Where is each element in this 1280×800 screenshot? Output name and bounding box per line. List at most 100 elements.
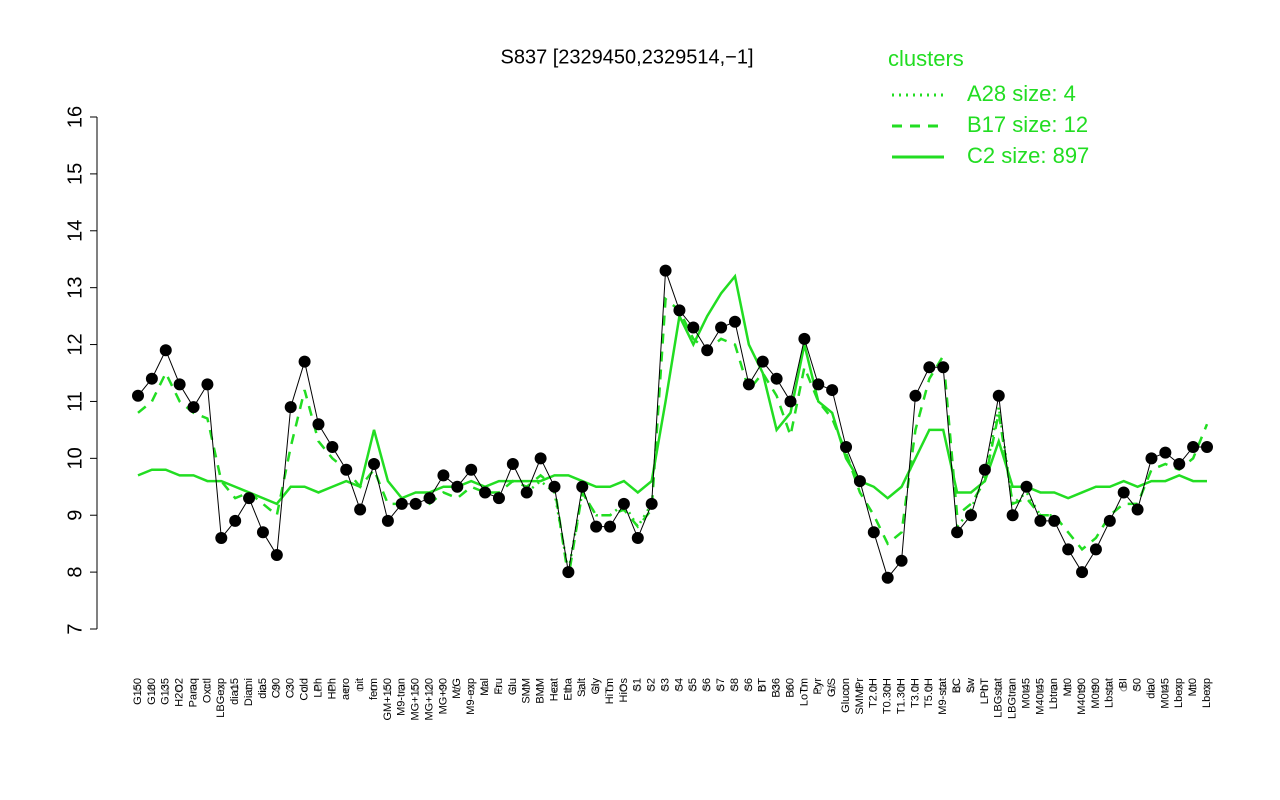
category-marker [939, 684, 947, 692]
chart-title: S837 [2329450,2329514,−1] [500, 46, 753, 68]
category-marker [356, 684, 364, 692]
data-point [187, 401, 200, 414]
x-tick-label: C90 [271, 678, 283, 698]
category-marker [745, 684, 753, 692]
category-marker [162, 684, 170, 692]
x-tick-label: S7 [715, 678, 727, 691]
category-marker [925, 684, 933, 692]
data-point [1089, 543, 1102, 556]
x-tick-label: T2.0H [868, 678, 880, 708]
category-marker [675, 684, 683, 692]
category-marker [231, 684, 239, 692]
category-marker [731, 684, 739, 692]
category-marker [273, 684, 281, 692]
category-marker [217, 684, 225, 692]
x-tick-label: Mal [479, 678, 491, 696]
x-tick-label: S6 [701, 678, 713, 691]
data-point [978, 463, 991, 476]
x-tick-label: HiTm [604, 678, 616, 704]
y-tick-label: 14 [64, 220, 86, 242]
y-tick-label: 16 [64, 106, 86, 128]
x-tick-label: Lbstat [1104, 678, 1116, 708]
category-marker [453, 684, 461, 692]
data-point [243, 492, 256, 505]
legend-title: clusters [888, 46, 964, 71]
data-point [1117, 486, 1130, 499]
x-tick-label: LBGstat [993, 678, 1005, 718]
x-tick-label: Mt0 [1062, 678, 1074, 696]
data-point [534, 452, 547, 465]
category-marker [564, 684, 572, 692]
category-marker [1161, 684, 1169, 692]
data-point [604, 520, 617, 533]
data-point [520, 486, 533, 499]
x-tick-label: Paraq [187, 678, 199, 707]
legend-label: B17 size: 12 [967, 112, 1088, 137]
data-point [840, 440, 853, 453]
data-point [229, 514, 242, 527]
category-marker [370, 684, 378, 692]
data-point [1201, 440, 1213, 453]
data-point [881, 571, 894, 584]
data-point [1131, 503, 1144, 516]
category-marker [842, 684, 850, 692]
data-point [1034, 514, 1047, 527]
x-tick-label: Heat [548, 678, 560, 701]
category-marker [703, 684, 711, 692]
data-point [159, 344, 172, 357]
x-tick-label: BT [757, 678, 769, 692]
category-marker [259, 684, 267, 692]
x-tick-label: LBGtran [1007, 678, 1019, 719]
data-point [340, 463, 353, 476]
data-point [645, 497, 658, 510]
x-tick-label: M0t45 [1020, 678, 1032, 709]
point-connector [137, 270, 1207, 579]
x-tick-label: B60 [784, 678, 796, 698]
x-tick-label: BMM [535, 678, 547, 704]
data-point [576, 480, 589, 493]
data-point [506, 458, 519, 471]
category-marker [287, 684, 295, 692]
category-marker [1203, 684, 1211, 692]
x-tick-label: dia15 [229, 678, 241, 705]
x-tick-label: Sw [965, 678, 977, 693]
x-tick-label: S5 [687, 678, 699, 691]
x-tick-label: LPhT [979, 678, 991, 705]
data-point [923, 361, 936, 374]
data-point [215, 531, 228, 544]
category-marker [1175, 684, 1183, 692]
data-point [201, 378, 214, 391]
data-point [742, 378, 755, 391]
category-marker [1064, 684, 1072, 692]
x-tick-label: Oxctl [201, 678, 213, 703]
category-marker [301, 684, 309, 692]
data-point [715, 321, 728, 334]
x-tick-label: M/G [451, 678, 463, 699]
category-marker [995, 684, 1003, 692]
category-marker [911, 684, 919, 692]
data-point [479, 486, 492, 499]
data-point [909, 389, 922, 402]
data-point [562, 566, 575, 579]
category-marker [426, 684, 434, 692]
x-tick-label: S4 [673, 678, 685, 691]
x-tick-label: GM+150 [382, 678, 394, 721]
x-tick-label: LPh [312, 678, 324, 698]
cluster-line [137, 296, 1209, 579]
x-tick-label: MG+90 [437, 678, 449, 714]
x-tick-label: M9-exp [465, 678, 477, 715]
category-marker [1120, 684, 1128, 692]
data-point [465, 463, 478, 476]
y-tick-label: 12 [64, 333, 86, 355]
data-point [1187, 440, 1200, 453]
data-point [423, 492, 436, 505]
x-tick-label: Cold [299, 678, 311, 701]
category-marker [1050, 684, 1058, 692]
x-tick-label: T0.30H [882, 678, 894, 714]
data-point [270, 549, 283, 562]
category-marker [1036, 684, 1044, 692]
category-marker [134, 684, 142, 692]
data-point [145, 372, 158, 385]
x-tick-label: dia5 [257, 678, 269, 699]
category-marker [814, 684, 822, 692]
